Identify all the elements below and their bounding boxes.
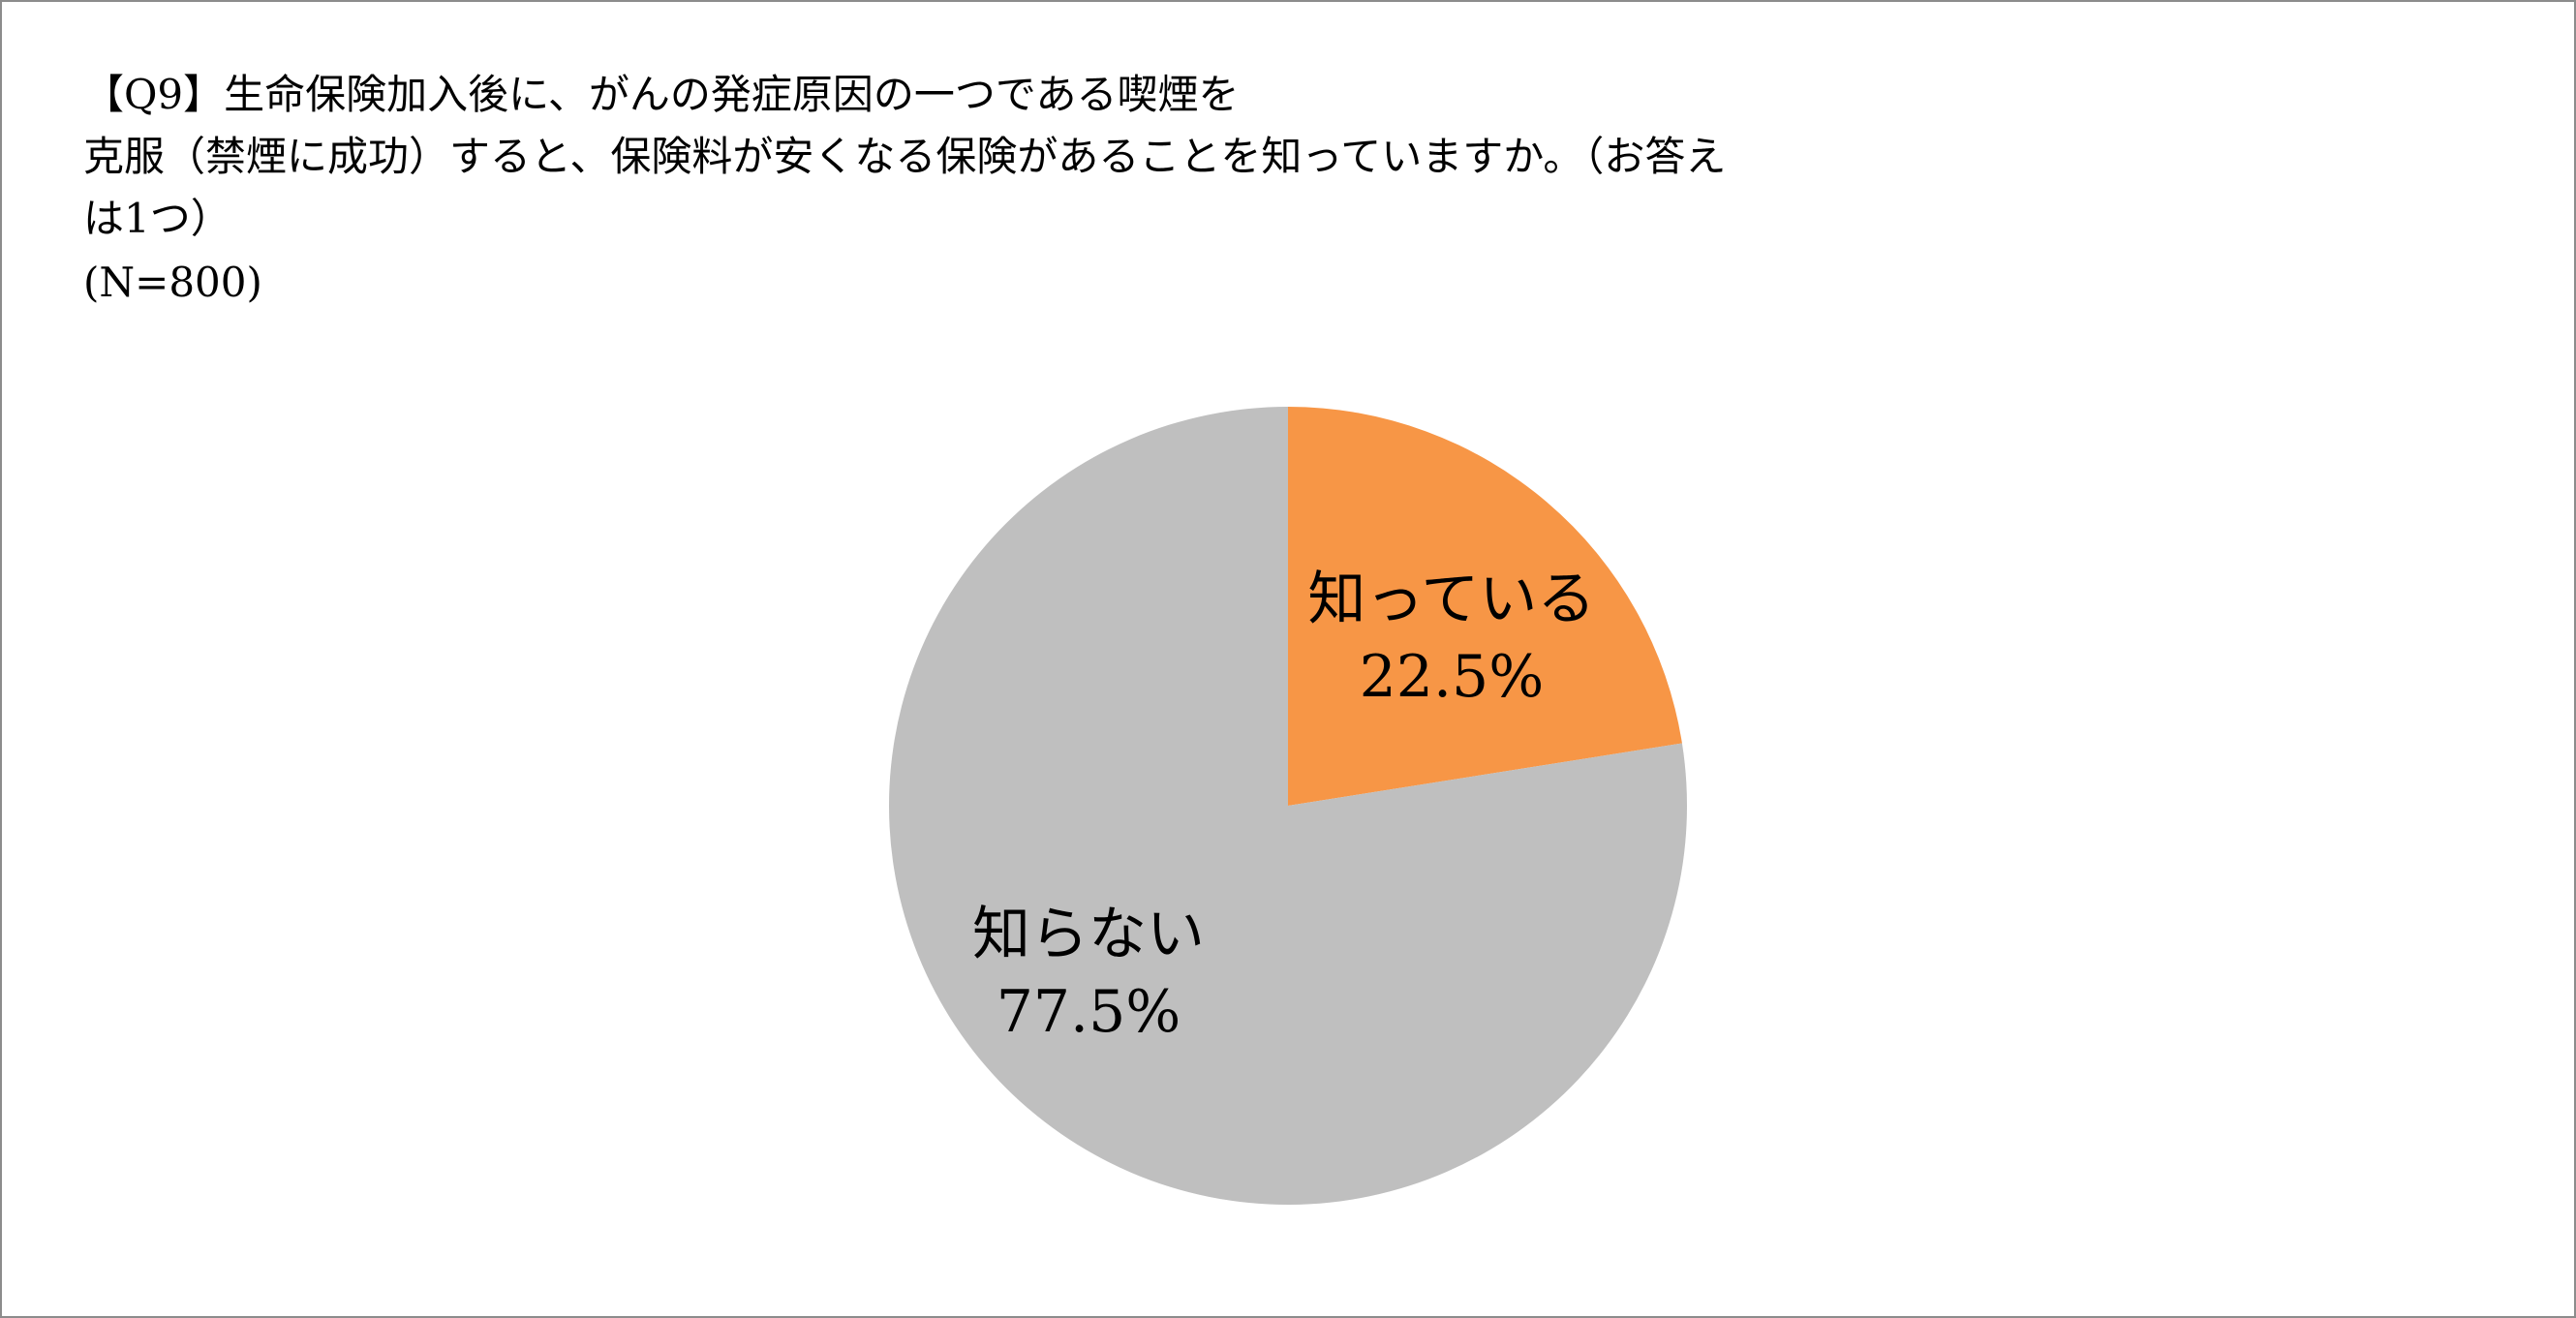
slice-value-label-0: 22.5% bbox=[1360, 643, 1545, 711]
slice-category-label-0: 知っている bbox=[1307, 566, 1595, 633]
pie-labels: 知っている 22.5% 知らない 77.5% bbox=[972, 566, 1595, 1046]
chart-title: 【Q9】生命保険加入後に、がんの発症原因の一つである喫煙を 克服（禁煙に成功）す… bbox=[83, 64, 2156, 314]
slice-category-label-1: 知らない bbox=[972, 901, 1205, 968]
chart-title-line-2: 克服（禁煙に成功）すると、保険料が安くなる保険があることを知っていますか。（お答… bbox=[83, 133, 1727, 180]
pie-slice-1 bbox=[889, 407, 1688, 1205]
pie-slices bbox=[889, 407, 1688, 1205]
pie-slice-0 bbox=[1288, 407, 1682, 806]
chart-title-line-1: 【Q9】生命保険加入後に、がんの発症原因の一つである喫煙を bbox=[83, 71, 1240, 118]
slice-value-label-1: 77.5% bbox=[997, 978, 1181, 1046]
sample-size-label: (N=800) bbox=[83, 259, 262, 306]
chart-title-line-3: は1つ） bbox=[83, 195, 231, 242]
